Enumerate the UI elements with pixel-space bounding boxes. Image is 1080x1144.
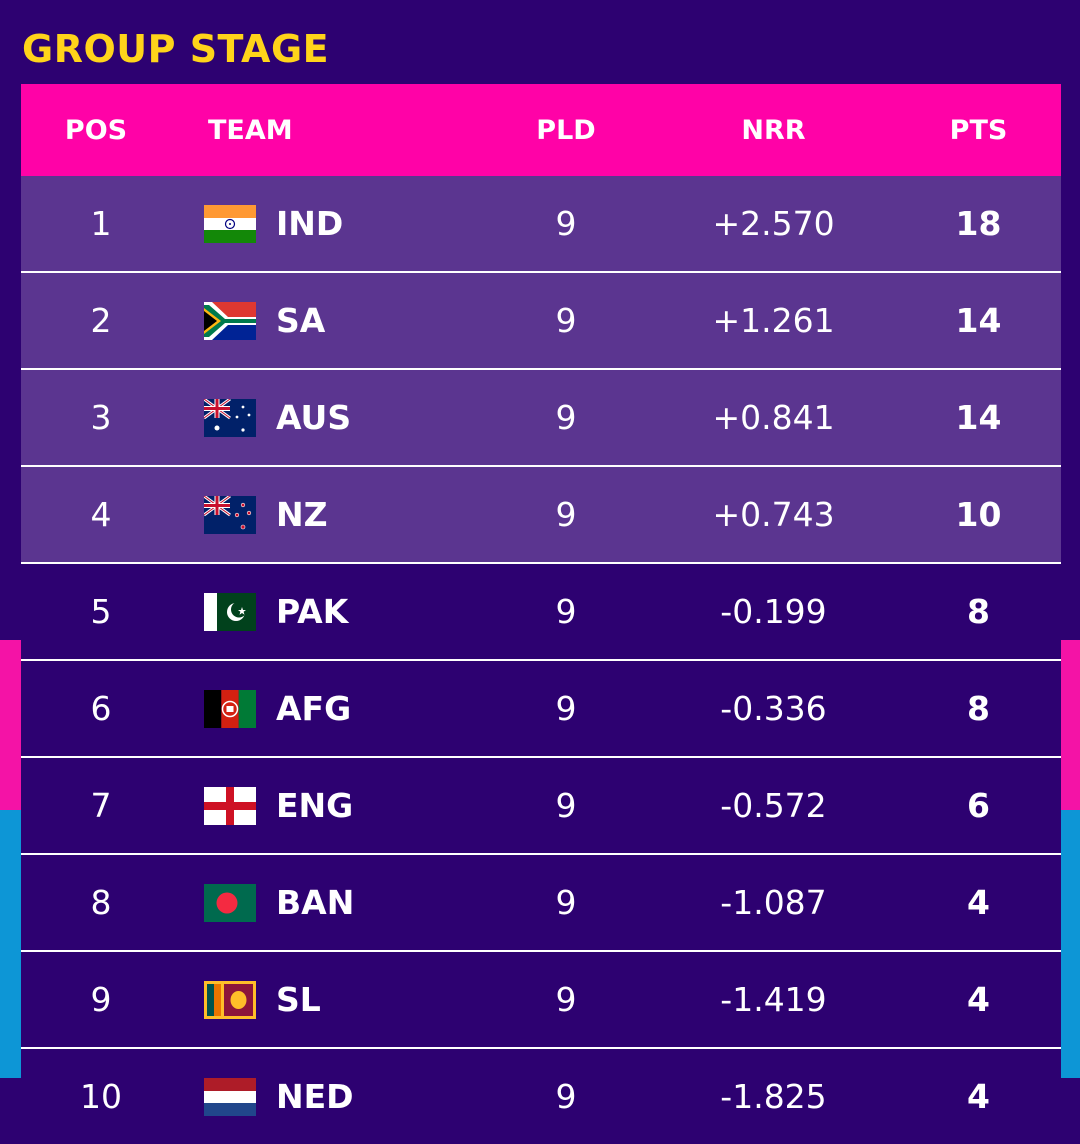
row-pos: 4 [90, 495, 112, 534]
australia-flag-icon [204, 398, 256, 437]
table-header: POS TEAM PLD NRR PTS [21, 84, 1061, 176]
pakistan-flag-icon [204, 592, 256, 631]
row-pts: 14 [955, 398, 1002, 437]
row-pos: 10 [80, 1077, 122, 1116]
row-nrr: -1.087 [720, 883, 827, 922]
row-nrr: +1.261 [712, 301, 835, 340]
sri-lanka-flag-icon [204, 980, 256, 1019]
row-pos: 8 [90, 883, 112, 922]
team-name: NED [276, 1077, 354, 1116]
row-pld: 9 [555, 786, 577, 825]
row-nrr: -0.572 [720, 786, 827, 825]
row-pld: 9 [555, 592, 577, 631]
table-row: 7 ENG 9 -0.572 6 [21, 756, 1061, 853]
row-nrr: +0.743 [712, 495, 835, 534]
row-nrr: -1.419 [720, 980, 827, 1019]
table-row: 5 PAK 9 -0.199 8 [21, 562, 1061, 659]
row-team: SA [204, 273, 504, 368]
row-pld: 9 [555, 204, 577, 243]
page-title: GROUP STAGE [22, 27, 330, 71]
row-pld: 9 [555, 398, 577, 437]
row-nrr: +0.841 [712, 398, 835, 437]
row-pts: 4 [967, 883, 990, 922]
team-name: IND [276, 204, 344, 243]
row-pts: 8 [967, 689, 990, 728]
team-name: BAN [276, 883, 355, 922]
row-team: ENG [204, 758, 504, 853]
row-pts: 14 [955, 301, 1002, 340]
row-team: PAK [204, 564, 504, 659]
team-name: SA [276, 301, 326, 340]
table-row: 6 AFG 9 -0.336 8 [21, 659, 1061, 756]
header-team: TEAM [208, 114, 293, 146]
row-pld: 9 [555, 301, 577, 340]
row-team: NED [204, 1049, 504, 1144]
team-name: SL [276, 980, 321, 1019]
row-team: BAN [204, 855, 504, 950]
team-name: PAK [276, 592, 349, 631]
header-pld: PLD [536, 114, 596, 146]
table-row: 9 SL 9 -1.419 4 [21, 950, 1061, 1047]
row-pld: 9 [555, 495, 577, 534]
table-row: 3 AUS 9 +0.841 14 [21, 368, 1061, 465]
row-team: SL [204, 952, 504, 1047]
table-row: 2 SA 9 +1.261 14 [21, 271, 1061, 368]
row-pld: 9 [555, 980, 577, 1019]
header-nrr: NRR [741, 114, 806, 146]
team-name: AFG [276, 689, 352, 728]
row-pos: 7 [90, 786, 112, 825]
row-pos: 2 [90, 301, 112, 340]
row-pos: 3 [90, 398, 112, 437]
south-africa-flag-icon [204, 301, 256, 340]
left-accent-stripe [0, 640, 22, 1078]
row-pos: 5 [90, 592, 112, 631]
row-pos: 6 [90, 689, 112, 728]
row-pld: 9 [555, 689, 577, 728]
afghanistan-flag-icon [204, 689, 256, 728]
bangladesh-flag-icon [204, 883, 256, 922]
row-team: AFG [204, 661, 504, 756]
team-name: NZ [276, 495, 328, 534]
row-team: AUS [204, 370, 504, 465]
new-zealand-flag-icon [204, 495, 256, 534]
row-pos: 9 [90, 980, 112, 1019]
standings-table: POS TEAM PLD NRR PTS 1 IND 9 +2.570 18 2 [21, 84, 1061, 1144]
row-pts: 6 [967, 786, 990, 825]
team-name: AUS [276, 398, 352, 437]
table-row: 4 NZ 9 +0.743 10 [21, 465, 1061, 562]
row-pts: 8 [967, 592, 990, 631]
header-pos: POS [64, 114, 128, 146]
row-pts: 4 [967, 1077, 990, 1116]
row-pos: 1 [90, 204, 112, 243]
row-nrr: -0.199 [720, 592, 827, 631]
row-pts: 18 [955, 204, 1002, 243]
row-pld: 9 [555, 883, 577, 922]
row-pts: 4 [967, 980, 990, 1019]
row-nrr: -1.825 [720, 1077, 827, 1116]
row-pld: 9 [555, 1077, 577, 1116]
england-flag-icon [204, 786, 256, 825]
team-name: ENG [276, 786, 354, 825]
row-team: IND [204, 176, 504, 271]
table-row: 1 IND 9 +2.570 18 [21, 176, 1061, 271]
table-row: 8 BAN 9 -1.087 4 [21, 853, 1061, 950]
right-accent-stripe [1058, 640, 1080, 1078]
row-nrr: -0.336 [720, 689, 827, 728]
india-flag-icon [204, 204, 256, 243]
netherlands-flag-icon [204, 1077, 256, 1116]
header-pts: PTS [949, 114, 1008, 146]
table-row: 10 NED 9 -1.825 4 [21, 1047, 1061, 1144]
row-nrr: +2.570 [712, 204, 835, 243]
row-team: NZ [204, 467, 504, 562]
row-pts: 10 [955, 495, 1002, 534]
